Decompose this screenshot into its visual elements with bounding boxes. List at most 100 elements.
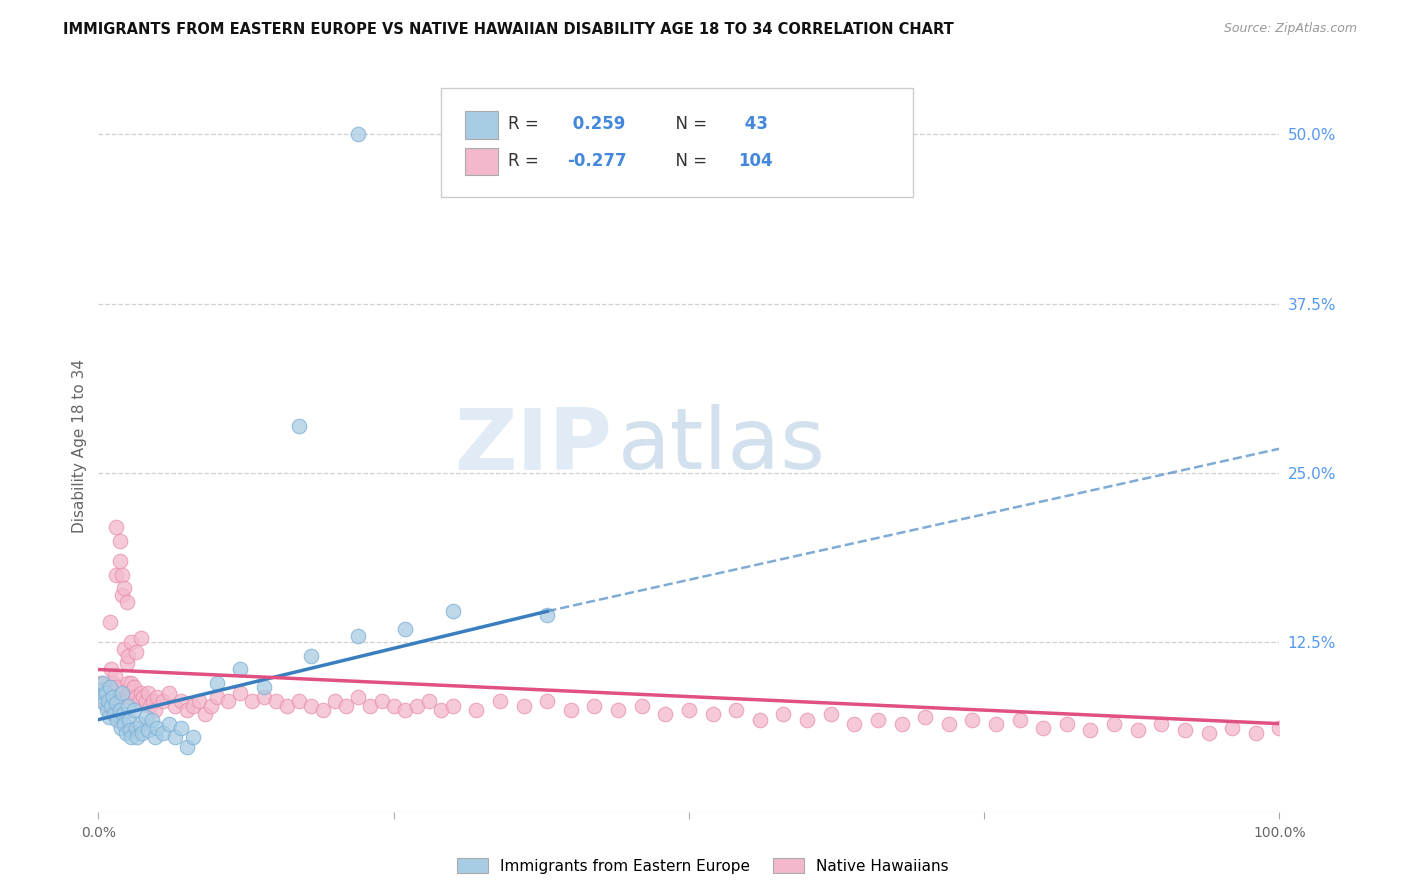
Point	[129, 685, 152, 699]
Text: N =: N =	[665, 152, 713, 169]
Point	[165, 730, 187, 744]
Point	[105, 520, 128, 534]
Point	[108, 703, 131, 717]
Y-axis label: Disability Age 18 to 34: Disability Age 18 to 34	[72, 359, 87, 533]
Point	[122, 703, 145, 717]
Text: R =: R =	[508, 115, 544, 133]
Point	[253, 690, 276, 704]
Point	[121, 676, 143, 690]
Point	[253, 680, 276, 694]
Point	[91, 682, 114, 697]
Point	[430, 703, 453, 717]
Text: 104: 104	[738, 152, 773, 169]
Point	[371, 693, 394, 707]
FancyBboxPatch shape	[464, 111, 498, 139]
Point	[132, 690, 155, 704]
Point	[112, 707, 135, 722]
Point	[866, 713, 889, 727]
Point	[796, 713, 818, 727]
Point	[104, 669, 127, 683]
Point	[181, 699, 204, 714]
Point	[820, 707, 842, 722]
Point	[112, 716, 135, 731]
Point	[205, 690, 228, 704]
Point	[98, 615, 121, 629]
Point	[146, 721, 169, 735]
Point	[288, 418, 311, 433]
Point	[125, 721, 148, 735]
Point	[418, 693, 440, 707]
Point	[630, 699, 652, 714]
Point	[229, 685, 252, 699]
Point	[165, 699, 187, 714]
Point	[143, 703, 166, 717]
Point	[125, 690, 148, 704]
Point	[118, 685, 141, 699]
Point	[90, 676, 112, 690]
Point	[1150, 716, 1173, 731]
Point	[1032, 721, 1054, 735]
Point	[110, 721, 132, 735]
Point	[128, 693, 150, 707]
Point	[607, 703, 630, 717]
Point	[176, 703, 198, 717]
Point	[141, 713, 163, 727]
Point	[1220, 721, 1243, 735]
Point	[654, 707, 676, 722]
Point	[135, 710, 157, 724]
Point	[176, 739, 198, 754]
Point	[135, 693, 157, 707]
Point	[157, 685, 180, 699]
Point	[91, 676, 114, 690]
Point	[240, 693, 263, 707]
Point	[125, 645, 148, 659]
Point	[94, 685, 117, 699]
Point	[136, 723, 159, 738]
Point	[465, 703, 488, 717]
Point	[678, 703, 700, 717]
Point	[91, 690, 114, 704]
Point	[120, 690, 142, 704]
Point	[98, 710, 121, 724]
Point	[536, 608, 558, 623]
Point	[1174, 723, 1197, 738]
Point	[844, 716, 866, 731]
Point	[194, 707, 217, 722]
Point	[181, 730, 204, 744]
Point	[94, 685, 117, 699]
Point	[117, 648, 139, 663]
Text: 0.259: 0.259	[567, 115, 626, 133]
Point	[96, 699, 118, 714]
Point	[347, 629, 370, 643]
Point	[1056, 716, 1078, 731]
Point	[105, 697, 128, 711]
Point	[108, 554, 131, 568]
Point	[512, 699, 534, 714]
Point	[111, 588, 134, 602]
Point	[772, 707, 794, 722]
Point	[394, 622, 416, 636]
Text: R =: R =	[508, 152, 544, 169]
Point	[406, 699, 429, 714]
Point	[103, 685, 125, 699]
Point	[117, 699, 139, 714]
Point	[205, 676, 228, 690]
Point	[143, 730, 166, 744]
Point	[131, 726, 153, 740]
Point	[118, 713, 141, 727]
Point	[1268, 721, 1291, 735]
Point	[121, 635, 143, 649]
Point	[97, 690, 120, 704]
Point	[347, 128, 370, 142]
Text: IMMIGRANTS FROM EASTERN EUROPE VS NATIVE HAWAIIAN DISABILITY AGE 18 TO 34 CORREL: IMMIGRANTS FROM EASTERN EUROPE VS NATIVE…	[63, 22, 955, 37]
Point	[583, 699, 606, 714]
Point	[111, 685, 134, 699]
Point	[382, 699, 405, 714]
Text: atlas: atlas	[619, 404, 827, 488]
Point	[157, 716, 180, 731]
Point	[146, 690, 169, 704]
Point	[112, 642, 135, 657]
Point	[264, 693, 287, 707]
Point	[1126, 723, 1149, 738]
Point	[299, 648, 322, 663]
